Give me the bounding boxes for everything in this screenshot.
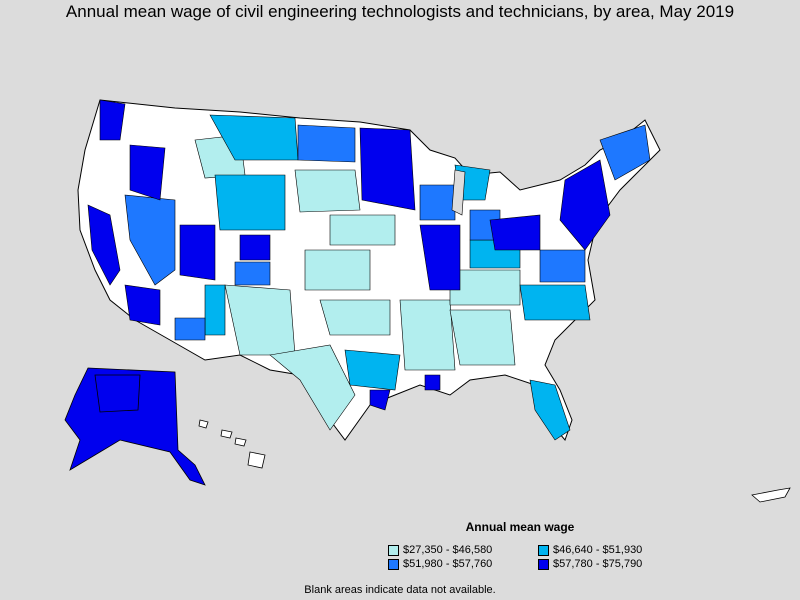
hawaii-island-big (247, 451, 266, 469)
area-wisconsin (419, 184, 456, 221)
legend-item-tier-3: $51,980 - $57,760 (388, 558, 538, 570)
legend: Annual mean wage $27,350 - $46,580 $46,6… (380, 520, 680, 570)
area-dakotas (294, 169, 361, 213)
map-title: Annual mean wage of civil engineering te… (65, 2, 735, 21)
area-arkansas-miss (399, 299, 456, 371)
lake-michigan (451, 169, 466, 216)
area-kansas (304, 249, 371, 291)
area-east-texas (344, 349, 401, 391)
area-washington-west (99, 99, 126, 141)
area-louisiana (424, 374, 441, 391)
wage-tier-3-areas (124, 124, 651, 341)
legend-swatch-tier-1 (388, 544, 399, 556)
area-colorado-north (239, 234, 271, 261)
hawaii-island-3 (234, 437, 247, 447)
area-nevada (124, 194, 176, 286)
legend-item-tier-1: $27,350 - $46,580 (388, 544, 538, 556)
hawaii-island-1 (198, 419, 209, 429)
area-colorado-denver (179, 224, 216, 281)
puerto-rico (751, 487, 791, 503)
area-kentucky-tn (449, 269, 521, 306)
area-ohio-penn (489, 214, 541, 251)
area-alabama-ga (449, 309, 516, 366)
area-arizona-east (204, 284, 226, 336)
legend-swatch-tier-3 (388, 558, 399, 570)
area-oregon (129, 144, 166, 201)
hawaii-island-2 (220, 429, 233, 439)
area-arizona-south (174, 317, 206, 341)
area-houston (369, 389, 391, 411)
legend-swatch-tier-2 (538, 544, 549, 556)
area-carolinas (519, 284, 591, 321)
legend-title: Annual mean wage (465, 520, 575, 534)
legend-label-tier-1: $27,350 - $46,580 (403, 544, 493, 556)
blank-areas-note: Blank areas indicate data not available. (304, 584, 496, 596)
area-new-england (599, 124, 651, 181)
area-iowa-nebraska (329, 214, 396, 246)
legend-swatch-tier-4 (538, 558, 549, 570)
legend-label-tier-2: $46,640 - $51,930 (553, 544, 643, 556)
area-colorado-south (234, 261, 271, 286)
area-southern-california (124, 284, 161, 326)
area-west-texas (269, 344, 356, 431)
area-minnesota (359, 127, 416, 211)
area-california-coast (87, 204, 121, 286)
area-wyoming (214, 174, 286, 231)
area-illinois (419, 224, 461, 291)
hawaii (198, 419, 266, 469)
legend-label-tier-4: $57,780 - $75,790 (553, 558, 643, 570)
alaska (64, 367, 206, 486)
wage-tier-4-areas (87, 99, 611, 411)
wage-tier-1-areas (194, 134, 521, 431)
area-northeast-corridor (559, 159, 611, 251)
legend-item-tier-2: $46,640 - $51,930 (538, 544, 688, 556)
area-oklahoma (319, 299, 391, 336)
alaska-interior-blank (94, 374, 141, 413)
area-north-dakota-east (297, 124, 356, 163)
legend-item-tier-4: $57,780 - $75,790 (538, 558, 688, 570)
area-virginia (539, 249, 586, 283)
legend-label-tier-3: $51,980 - $57,760 (403, 558, 493, 570)
area-florida (529, 379, 571, 441)
